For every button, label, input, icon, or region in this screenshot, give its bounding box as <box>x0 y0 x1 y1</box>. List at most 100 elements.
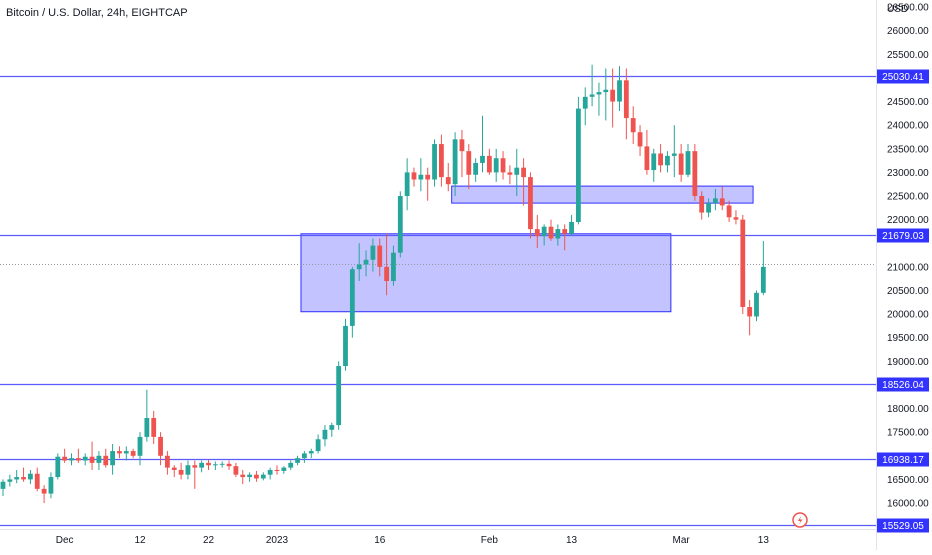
candle[interactable] <box>254 470 259 482</box>
candle[interactable] <box>589 64 595 107</box>
candle[interactable] <box>541 224 547 246</box>
candle[interactable] <box>308 448 314 459</box>
candle[interactable] <box>699 191 705 220</box>
candle[interactable] <box>14 469 20 484</box>
candle[interactable] <box>555 224 561 246</box>
candle[interactable] <box>62 448 68 463</box>
candle[interactable] <box>288 460 294 470</box>
candle[interactable] <box>493 148 499 182</box>
candle[interactable] <box>459 129 465 178</box>
candle[interactable] <box>110 443 115 475</box>
candle[interactable] <box>82 453 88 466</box>
candle[interactable] <box>514 148 520 197</box>
candle[interactable] <box>596 82 602 116</box>
candle[interactable] <box>343 318 348 371</box>
candle[interactable] <box>733 210 739 225</box>
candle[interactable] <box>678 144 684 182</box>
candle[interactable] <box>397 191 403 258</box>
candle[interactable] <box>760 240 766 296</box>
candle[interactable] <box>576 96 581 225</box>
candle[interactable] <box>548 219 554 241</box>
candle[interactable] <box>411 167 417 187</box>
candle[interactable] <box>48 472 54 499</box>
candle[interactable] <box>240 469 246 485</box>
candle[interactable] <box>226 460 232 470</box>
candle[interactable] <box>144 389 150 442</box>
candle[interactable] <box>89 441 95 470</box>
candle[interactable] <box>260 472 266 481</box>
candle[interactable] <box>41 485 47 504</box>
candle[interactable] <box>507 165 513 185</box>
candle[interactable] <box>630 106 636 145</box>
candle[interactable] <box>267 467 273 480</box>
candle[interactable] <box>404 158 410 211</box>
candle[interactable] <box>644 129 650 175</box>
candle[interactable] <box>384 233 389 296</box>
candle[interactable] <box>165 451 170 475</box>
replay-lightning-icon[interactable] <box>792 512 808 528</box>
candle[interactable] <box>692 144 698 201</box>
candle[interactable] <box>713 188 718 211</box>
candle[interactable] <box>665 151 670 173</box>
candle[interactable] <box>28 469 33 485</box>
candle[interactable] <box>445 162 451 192</box>
candle[interactable] <box>432 139 437 187</box>
candle[interactable] <box>21 467 26 482</box>
candle[interactable] <box>178 462 184 480</box>
candle[interactable] <box>96 451 102 470</box>
candle[interactable] <box>706 198 711 218</box>
candle[interactable] <box>363 250 369 277</box>
candle[interactable] <box>610 68 616 128</box>
candle[interactable] <box>377 238 383 277</box>
candle[interactable] <box>199 460 205 473</box>
candle[interactable] <box>151 410 157 444</box>
candle[interactable] <box>486 148 492 175</box>
candle[interactable] <box>34 467 40 492</box>
candle[interactable] <box>349 266 355 338</box>
candle[interactable] <box>528 172 533 239</box>
candle[interactable] <box>322 425 328 447</box>
candle[interactable] <box>103 448 109 468</box>
candle[interactable] <box>671 125 677 178</box>
candle[interactable] <box>562 224 568 251</box>
candle[interactable] <box>452 132 458 197</box>
candle[interactable] <box>356 243 362 282</box>
candle[interactable] <box>329 422 335 437</box>
candle[interactable] <box>521 158 526 206</box>
candle[interactable] <box>425 167 431 201</box>
candle[interactable] <box>473 158 479 182</box>
candle[interactable] <box>637 125 643 156</box>
candle[interactable] <box>219 461 225 468</box>
candle[interactable] <box>123 446 129 461</box>
candle[interactable] <box>55 453 61 480</box>
candle[interactable] <box>740 214 746 315</box>
candle[interactable] <box>233 462 239 478</box>
candle[interactable] <box>466 144 472 189</box>
candle[interactable] <box>336 361 342 430</box>
candle[interactable] <box>212 461 218 470</box>
candle[interactable] <box>7 474 13 487</box>
candle[interactable] <box>315 434 321 454</box>
candle[interactable] <box>192 460 198 489</box>
candle[interactable] <box>295 455 300 466</box>
candle[interactable] <box>274 465 280 475</box>
candle[interactable] <box>747 299 753 336</box>
candle[interactable] <box>247 472 252 482</box>
candle[interactable] <box>534 214 540 248</box>
candle[interactable] <box>158 432 163 466</box>
candle[interactable] <box>171 465 177 478</box>
candle[interactable] <box>130 448 136 459</box>
candle[interactable] <box>603 68 609 121</box>
candle[interactable] <box>302 451 307 463</box>
candle[interactable] <box>370 238 376 272</box>
candle[interactable] <box>418 158 424 192</box>
candle[interactable] <box>75 448 81 463</box>
candle[interactable] <box>137 432 143 466</box>
candle[interactable] <box>651 148 657 182</box>
candle[interactable] <box>117 446 122 459</box>
candle[interactable] <box>726 200 732 222</box>
candle[interactable] <box>719 186 725 211</box>
candle[interactable] <box>500 151 506 180</box>
candle[interactable] <box>569 214 574 237</box>
candle[interactable] <box>582 87 588 126</box>
